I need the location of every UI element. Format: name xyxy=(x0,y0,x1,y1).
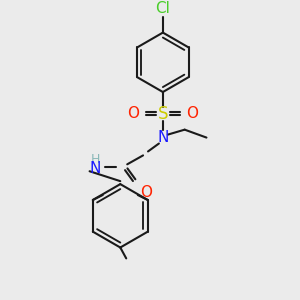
Text: H: H xyxy=(91,153,100,166)
Text: Cl: Cl xyxy=(155,1,170,16)
Text: N: N xyxy=(157,130,169,145)
Text: S: S xyxy=(158,105,168,123)
Text: N: N xyxy=(90,161,101,176)
Text: O: O xyxy=(187,106,199,121)
Text: O: O xyxy=(140,184,152,200)
Text: O: O xyxy=(127,106,139,121)
